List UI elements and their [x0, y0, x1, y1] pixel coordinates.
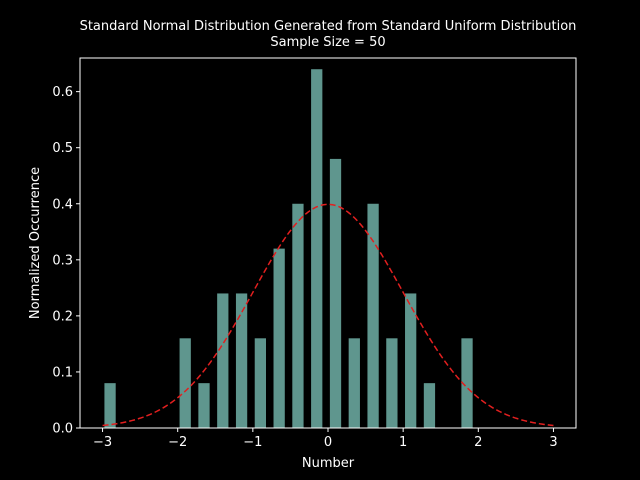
y-tick-label: 0.1: [52, 365, 73, 380]
x-tick-label: 2: [474, 435, 482, 450]
y-tick-label: 0.3: [52, 253, 73, 268]
x-tick-label: 3: [549, 435, 557, 450]
histogram-bar: [329, 158, 342, 428]
y-tick-label: 0.0: [52, 422, 73, 437]
histogram-bar: [179, 338, 191, 428]
histogram-bar: [386, 338, 398, 428]
histogram-bar: [405, 293, 417, 428]
x-tick-label: 0: [324, 435, 332, 450]
x-tick-label: −1: [243, 435, 262, 450]
histogram-bar: [235, 293, 248, 428]
y-tick-label: 0.6: [52, 85, 73, 100]
y-tick-label: 0.2: [52, 309, 73, 324]
histogram-bar: [292, 203, 304, 428]
histogram-bar: [367, 203, 379, 428]
histogram-bar: [423, 383, 436, 428]
y-tick-label: 0.5: [52, 141, 73, 156]
y-axis-label: Normalized Occurrence: [28, 167, 43, 319]
x-tick-label: 1: [399, 435, 407, 450]
x-tick-label: −3: [93, 435, 112, 450]
histogram-bar: [104, 383, 116, 428]
histogram-bar: [198, 383, 210, 428]
histogram-bar: [273, 248, 285, 428]
chart-title: Standard Normal Distribution Generated f…: [79, 19, 577, 34]
histogram-bar: [311, 69, 323, 428]
chart-title-block: Standard Normal Distribution Generated f…: [0, 19, 640, 51]
histogram-bar: [461, 338, 473, 428]
plot-frame: [79, 57, 577, 429]
histogram-bar: [348, 338, 360, 428]
y-tick-label: 0.4: [52, 197, 73, 212]
x-axis: −3 −2 −1 0 1 2 3: [93, 428, 558, 450]
normal-pdf-curve: [102, 203, 554, 427]
chart-subtitle: Sample Size = 50: [270, 35, 386, 50]
bar-group: [104, 69, 473, 428]
histogram-bar: [254, 338, 266, 428]
x-axis-label: Number: [302, 456, 355, 471]
histogram-bar: [217, 293, 229, 428]
y-axis: 0.0 0.1 0.2 0.3 0.4 0.5 0.6: [52, 85, 80, 437]
x-tick-label: −2: [168, 435, 187, 450]
